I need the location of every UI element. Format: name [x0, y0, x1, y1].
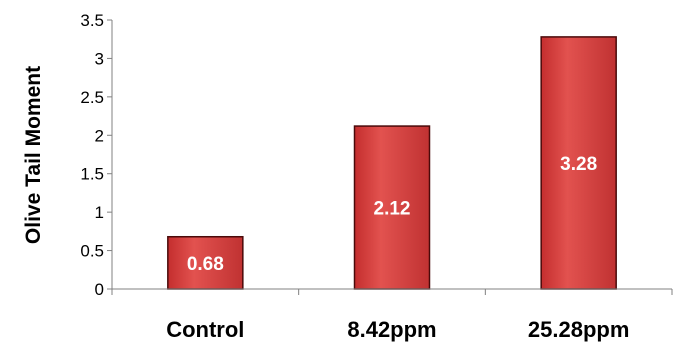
x-category-label: 8.42ppm: [347, 317, 436, 342]
bar-control: [167, 235, 244, 290]
y-axis-ticks: 0 0.5 1 1.5 2 2.5 3 3.5: [80, 11, 112, 299]
y-tick-label: 3.5: [80, 11, 104, 30]
x-category-label: Control: [166, 317, 244, 342]
bar-25-28ppm: [540, 36, 617, 290]
bar-value-label: 2.12: [374, 199, 411, 220]
y-tick-label: 1.5: [80, 165, 104, 184]
y-axis-title: Olive Tail Moment: [22, 66, 45, 244]
y-tick-label: 2.5: [80, 88, 104, 107]
y-tick-label: 2: [95, 126, 104, 145]
bars-group: 0.68 2.12 3.28: [167, 36, 617, 290]
bar-value-label: 0.68: [187, 254, 224, 275]
category-labels: Control 8.42ppm 25.28ppm: [166, 317, 629, 342]
bar-8-42ppm: [353, 125, 431, 290]
axes: [111, 20, 673, 295]
y-tick-label: 1: [95, 203, 104, 222]
bar-value-label: 3.28: [560, 154, 597, 175]
x-category-label: 25.28ppm: [528, 317, 630, 342]
y-tick-label: 0: [95, 280, 104, 299]
y-tick-label: 3: [95, 49, 104, 68]
y-tick-label: 0.5: [80, 242, 104, 261]
